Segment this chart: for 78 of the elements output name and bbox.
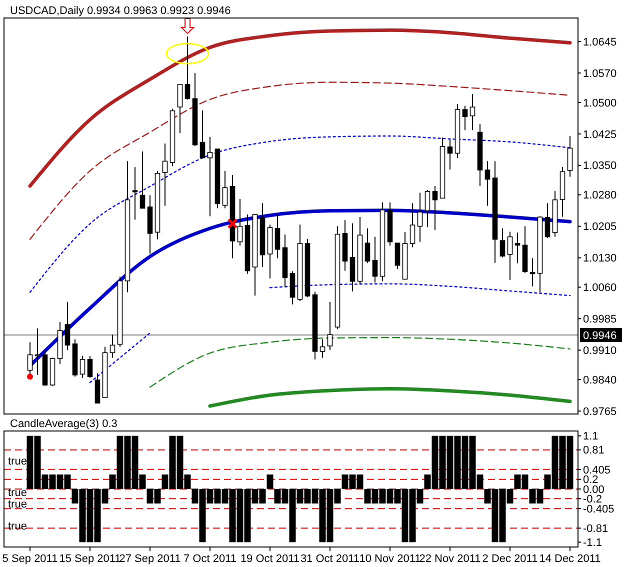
candlestick — [64, 301, 70, 351]
candlestick — [237, 198, 243, 246]
bar — [266, 474, 274, 489]
candlestick — [544, 202, 550, 239]
candlestick — [87, 356, 93, 378]
y-tick-label: 1.0500 — [583, 97, 617, 110]
y-tick-label: 0.9910 — [583, 345, 617, 358]
y-tick-label: 1.0350 — [583, 160, 617, 172]
candlestick — [274, 214, 280, 259]
y-tick-label: 1.0205 — [583, 221, 617, 234]
x-tick-label: 31 Oct 2011 — [300, 553, 360, 565]
x-tick-label: 27 Sep 2011 — [119, 553, 181, 565]
y-tick-label: -0.405 — [583, 503, 614, 516]
y-tick-label: -0.2 — [583, 494, 602, 506]
candlestick — [372, 236, 378, 284]
candlestick — [432, 185, 438, 231]
y-tick-label: 1.0130 — [583, 252, 617, 265]
candlestick — [424, 190, 430, 228]
y-tick-label: 1.0280 — [583, 190, 617, 202]
y-tick-label: 0.81 — [583, 444, 604, 457]
y-tick-label: 1.0425 — [583, 128, 617, 141]
candlestick — [184, 36, 190, 100]
candlestick — [417, 192, 423, 242]
candlestick — [447, 139, 453, 170]
y-tick-label: 1.0570 — [583, 68, 617, 80]
candlestick — [222, 170, 228, 209]
chart-title: USDCAD,Daily 0.9934 0.9963 0.9923 0.9946 — [10, 5, 231, 17]
candlestick — [132, 166, 138, 220]
x-tick-label: 5 Sep 2011 — [2, 553, 58, 565]
line-series — [28, 28, 572, 188]
x-tick-label: 7 Oct 2011 — [184, 553, 236, 565]
chart-title: CandleAverage(3) 0.3 — [10, 418, 118, 430]
candlestick — [200, 110, 206, 160]
line-series — [208, 387, 572, 408]
y-tick-label: 0.405 — [583, 464, 611, 476]
y-tick-label: 1.0645 — [583, 36, 617, 48]
y-tick-label: -1.1 — [583, 537, 602, 550]
x-tick-label: 2 Dec 2011 — [482, 553, 538, 565]
y-tick-label: 1.0060 — [583, 282, 617, 294]
candlestick — [327, 301, 333, 351]
x-tick-label: 19 Oct 2011 — [240, 553, 300, 565]
candlestick — [162, 143, 168, 206]
y-tick-label: 0.00 — [583, 484, 604, 496]
candlestick — [410, 202, 416, 248]
candlestick — [80, 356, 86, 378]
candlestick — [462, 105, 468, 131]
ref-line-label: 0.9946 — [583, 330, 617, 342]
x-tick-label: 10 Nov 2011 — [359, 553, 421, 565]
candlestick — [500, 228, 506, 258]
y-tick-label: 1.1 — [583, 430, 598, 443]
annotation: true — [8, 520, 27, 533]
y-tick-label: 0.9840 — [583, 374, 617, 386]
candlestick — [567, 136, 573, 178]
candlestick — [484, 160, 490, 206]
candlestick — [94, 372, 100, 404]
candlestick — [177, 84, 183, 134]
candlestick — [364, 228, 370, 264]
candlestick — [290, 270, 296, 305]
candlestick — [530, 258, 536, 287]
y-tick-label: 0.9765 — [583, 406, 617, 418]
candlestick — [320, 338, 326, 358]
y-tick-label: 0.2 — [583, 474, 598, 486]
annotation: true — [8, 486, 27, 499]
candlestick — [350, 222, 356, 292]
annotation: true — [8, 456, 27, 468]
x-tick-label: 22 Nov 2011 — [419, 553, 481, 565]
candlestick — [470, 94, 476, 131]
candlestick — [207, 136, 213, 217]
x-tick-label: 14 Dec 2011 — [539, 553, 601, 565]
annotation: true — [8, 498, 27, 511]
y-tick-label: -0.81 — [583, 523, 608, 535]
candlestick — [514, 232, 520, 264]
candlestick — [394, 242, 400, 270]
x-tick-label: 15 Sep 2011 — [59, 553, 121, 565]
y-tick-label: 0.9985 — [583, 314, 617, 326]
candlestick — [140, 151, 146, 209]
candlestick — [507, 231, 513, 281]
candlestick — [110, 334, 116, 358]
